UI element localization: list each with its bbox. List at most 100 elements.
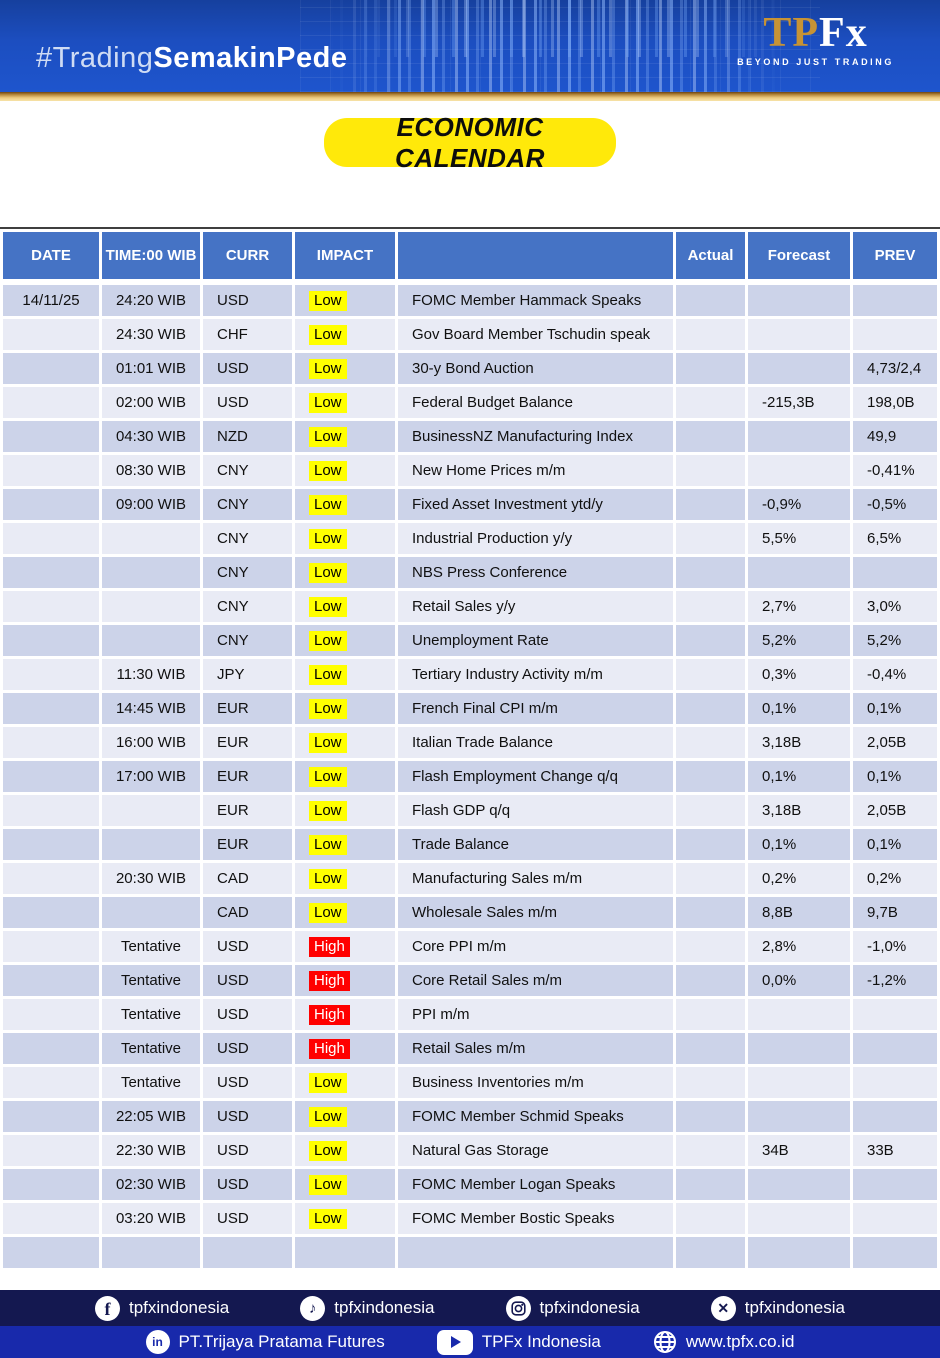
prev-cell xyxy=(853,557,937,588)
date-cell xyxy=(3,999,99,1030)
event-cell: 30-y Bond Auction xyxy=(398,353,673,384)
impact-badge: Low xyxy=(309,868,347,889)
time-cell: Tentative xyxy=(102,965,200,996)
event-cell: Tertiary Industry Activity m/m xyxy=(398,659,673,690)
prev-cell: -1,0% xyxy=(853,931,937,962)
actual-cell xyxy=(676,999,745,1030)
time-cell: 01:01 WIB xyxy=(102,353,200,384)
tpfx-logo-wordmark: TPFx xyxy=(737,10,894,56)
time-cell: Tentative xyxy=(102,999,200,1030)
actual-cell xyxy=(676,1237,745,1268)
table-row: 22:05 WIB USD Low FOMC Member Schmid Speaks xyxy=(3,1101,937,1132)
social-handle: tpfxindonesia xyxy=(744,1298,845,1317)
currency-cell xyxy=(203,1237,292,1268)
prev-cell xyxy=(853,1067,937,1098)
actual-cell xyxy=(676,965,745,996)
date-cell xyxy=(3,625,99,656)
economic-calendar-table: DATE TIME:00 WIB CURR IMPACT Actual Fore… xyxy=(0,229,940,1271)
calendar-table-body: 14/11/25 24:20 WIB USD Low FOMC Member Hamma… xyxy=(3,285,937,1268)
impact-cell: Low xyxy=(295,489,395,520)
table-row: 11:30 WIB JPY Low Tertiary Industry Activit… xyxy=(3,659,937,690)
currency-cell: CNY xyxy=(203,591,292,622)
time-cell: 02:00 WIB xyxy=(102,387,200,418)
economic-calendar-table-wrap: DATE TIME:00 WIB CURR IMPACT Actual Fore… xyxy=(0,227,940,1271)
impact-badge: Low xyxy=(309,596,347,617)
social-handle: tpfxindonesia xyxy=(129,1298,230,1317)
table-row: 02:30 WIB USD Low FOMC Member Logan Speaks xyxy=(3,1169,937,1200)
currency-cell: EUR xyxy=(203,727,292,758)
social-link-instagram[interactable]: tpfxindonesia xyxy=(505,1295,640,1321)
prev-cell: -0,5% xyxy=(853,489,937,520)
actual-cell xyxy=(676,727,745,758)
youtube-channel: TPFx Indonesia xyxy=(481,1332,601,1351)
prev-cell: 9,7B xyxy=(853,897,937,928)
table-row: 14:45 WIB EUR Low French Final CPI m/m 0,1% 0… xyxy=(3,693,937,724)
event-cell: FOMC Member Schmid Speaks xyxy=(398,1101,673,1132)
prev-cell: 198,0B xyxy=(853,387,937,418)
actual-cell xyxy=(676,591,745,622)
impact-cell: Low xyxy=(295,1101,395,1132)
table-row: Tentative USD High Core PPI m/m 2,8% -1,0% xyxy=(3,931,937,962)
currency-cell: CNY xyxy=(203,557,292,588)
impact-cell: Low xyxy=(295,829,395,860)
forecast-cell: 5,2% xyxy=(748,625,850,656)
table-row: EUR Low Trade Balance 0,1% 0,1% xyxy=(3,829,937,860)
impact-badge: High xyxy=(309,936,350,957)
column-header-currency: CURR xyxy=(203,232,292,282)
table-row: 16:00 WIB EUR Low Italian Trade Balance 3,18… xyxy=(3,727,937,758)
prev-cell xyxy=(853,1203,937,1234)
prev-cell: 4,73/2,4 xyxy=(853,353,937,384)
impact-cell: Low xyxy=(295,421,395,452)
table-row: 09:00 WIB CNY Low Fixed Asset Investment yt… xyxy=(3,489,937,520)
social-handle: tpfxindonesia xyxy=(334,1298,435,1317)
event-cell: Natural Gas Storage xyxy=(398,1135,673,1166)
currency-cell: CAD xyxy=(203,897,292,928)
social-link-x[interactable]: ✕ tpfxindonesia xyxy=(710,1295,845,1321)
table-row: CNY Low Unemployment Rate 5,2% 5,2% xyxy=(3,625,937,656)
globe-icon xyxy=(653,1330,677,1354)
actual-cell xyxy=(676,863,745,894)
social-link-facebook[interactable]: f tpfxindonesia xyxy=(95,1295,230,1321)
currency-cell: CNY xyxy=(203,523,292,554)
time-cell: Tentative xyxy=(102,1067,200,1098)
currency-cell: EUR xyxy=(203,761,292,792)
event-cell: Fixed Asset Investment ytd/y xyxy=(398,489,673,520)
logo-tagline: BEYOND JUST TRADING xyxy=(737,57,894,68)
actual-cell xyxy=(676,795,745,826)
prev-cell: 2,05B xyxy=(853,727,937,758)
impact-badge: High xyxy=(309,1004,350,1025)
table-row: Tentative USD High PPI m/m xyxy=(3,999,937,1030)
impact-badge: Low xyxy=(309,1072,347,1093)
event-cell: FOMC Member Bostic Speaks xyxy=(398,1203,673,1234)
banner-chart-bars-decor-2 xyxy=(360,0,780,58)
table-row: 17:00 WIB EUR Low Flash Employment Change q… xyxy=(3,761,937,792)
time-cell: 03:20 WIB xyxy=(102,1203,200,1234)
event-cell: Core Retail Sales m/m xyxy=(398,965,673,996)
event-cell: Core PPI m/m xyxy=(398,931,673,962)
website-link[interactable]: www.tpfx.co.id xyxy=(653,1330,795,1354)
time-cell: 09:00 WIB xyxy=(102,489,200,520)
impact-badge: Low xyxy=(309,834,347,855)
currency-cell: EUR xyxy=(203,829,292,860)
impact-badge: Low xyxy=(309,562,347,583)
forecast-cell xyxy=(748,1101,850,1132)
social-link-youtube[interactable]: TPFx Indonesia xyxy=(436,1329,601,1355)
prev-cell: 0,1% xyxy=(853,693,937,724)
date-cell xyxy=(3,693,99,724)
actual-cell xyxy=(676,489,745,520)
facebook-icon: f xyxy=(95,1295,120,1321)
event-cell: NBS Press Conference xyxy=(398,557,673,588)
time-cell xyxy=(102,795,200,826)
time-cell xyxy=(102,1237,200,1268)
actual-cell xyxy=(676,659,745,690)
social-link-tiktok[interactable]: ♪ tpfxindonesia xyxy=(300,1295,435,1321)
forecast-cell xyxy=(748,557,850,588)
impact-cell: Low xyxy=(295,795,395,826)
event-cell: Manufacturing Sales m/m xyxy=(398,863,673,894)
impact-badge: Low xyxy=(309,664,347,685)
social-link-linkedin[interactable]: in PT.Trijaya Pratama Futures xyxy=(145,1330,385,1354)
table-row: 02:00 WIB USD Low Federal Budget Balance -21… xyxy=(3,387,937,418)
prev-cell xyxy=(853,1237,937,1268)
table-row: Tentative USD High Core Retail Sales m/m 0,0… xyxy=(3,965,937,996)
date-cell xyxy=(3,557,99,588)
